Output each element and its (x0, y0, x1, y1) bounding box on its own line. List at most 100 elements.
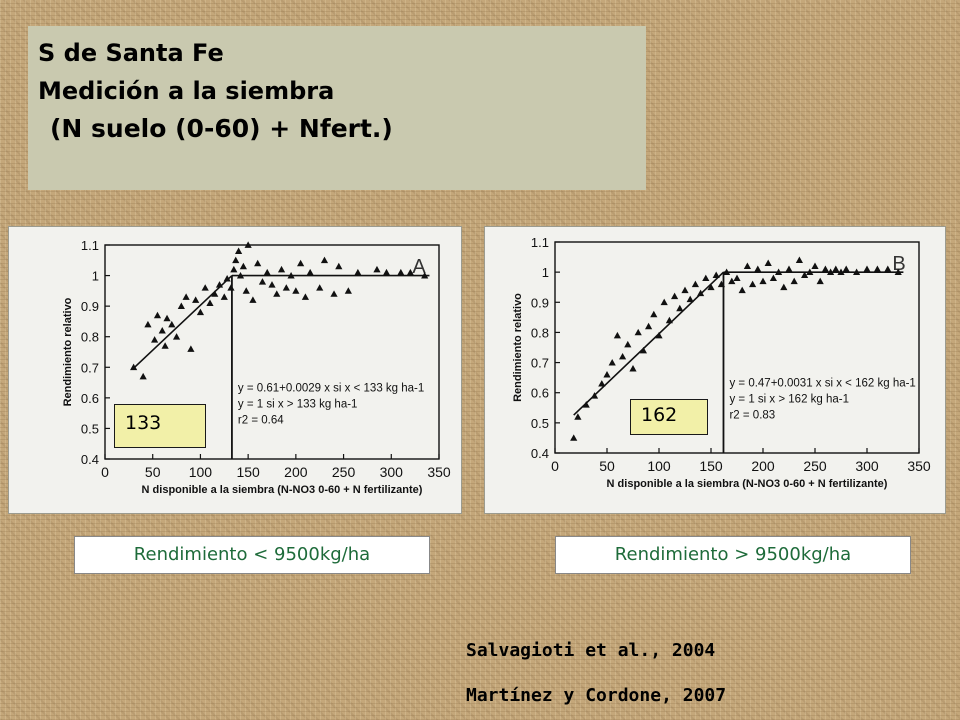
data-point (769, 274, 777, 282)
x-tick-label: 200 (751, 458, 775, 474)
data-point (717, 280, 725, 288)
x-tick-label: 350 (907, 458, 931, 474)
data-point (613, 331, 621, 339)
data-point (161, 342, 169, 349)
data-point (785, 265, 793, 273)
citation-salvagioti: Salvagioti et al., 2004 (466, 640, 716, 661)
data-point (655, 331, 663, 339)
data-point (354, 268, 362, 276)
y-tick-label: 1.1 (81, 238, 99, 253)
data-point (268, 281, 276, 288)
data-point (230, 265, 238, 273)
data-point (130, 363, 138, 371)
data-point (671, 292, 679, 300)
data-point (215, 281, 224, 288)
data-point (686, 295, 694, 303)
data-point (780, 283, 788, 291)
data-point (382, 268, 391, 276)
plot-frame (554, 241, 920, 454)
data-point (801, 271, 809, 279)
data-point (242, 287, 250, 294)
data-point (220, 293, 228, 300)
data-point (681, 286, 689, 294)
y-axis-label: Rendimiento relativo (512, 293, 524, 402)
data-point (570, 434, 578, 441)
equation-line: r2 = 0.83 (729, 410, 775, 422)
data-point (227, 284, 235, 291)
chart-panel-b: 0.4 0.5 0.6 0.7 0.8 0.9 1 1.1 0 50 100 150 200 250 300… (484, 226, 946, 514)
panel-letter: B (892, 253, 905, 275)
data-point (163, 314, 171, 322)
data-point (743, 262, 751, 269)
data-point (702, 274, 710, 282)
data-point (139, 372, 147, 380)
data-point (144, 320, 152, 328)
data-point (624, 340, 632, 348)
data-point (373, 265, 381, 273)
x-tick-label: 250 (332, 464, 356, 480)
data-point (608, 358, 616, 366)
y-tick-label: 0.9 (531, 295, 549, 310)
data-point (639, 346, 647, 354)
data-point (749, 280, 757, 288)
data-point (153, 311, 162, 319)
data-point (590, 392, 599, 399)
data-point (273, 290, 281, 297)
y-tick-label: 0.6 (531, 386, 549, 401)
data-point (603, 371, 611, 378)
data-point (406, 268, 414, 276)
yield-label-low: Rendimiento < 9500kg/ha (74, 536, 430, 574)
data-point (873, 265, 881, 273)
data-point (832, 265, 840, 273)
data-point (236, 271, 245, 279)
data-point (254, 259, 262, 267)
y-tick-label: 0.5 (531, 416, 549, 431)
data-point (177, 302, 185, 310)
data-point (301, 293, 309, 300)
x-tick-label: 150 (699, 458, 723, 474)
chart-panel-a: 0.4 0.5 0.6 0.7 0.8 0.9 1 1.1 0 50 100 150 200 250 300… (8, 226, 462, 514)
data-point (759, 277, 767, 285)
x-tick-label: 300 (855, 458, 879, 474)
data-point (192, 296, 200, 303)
data-point (330, 290, 338, 297)
data-point (665, 316, 673, 324)
threshold-label-b: 162 (630, 399, 708, 435)
data-point (660, 298, 668, 306)
y-tick-label: 0.6 (81, 391, 99, 406)
data-point (650, 310, 658, 318)
yield-label-high: Rendimiento > 9500kg/ha (555, 536, 911, 574)
data-point (707, 283, 715, 291)
data-point (806, 268, 814, 276)
y-tick-label: 0.4 (81, 452, 99, 467)
data-point (842, 265, 850, 273)
data-point (223, 275, 231, 282)
data-point (574, 413, 582, 420)
y-tick-label: 0.7 (81, 360, 99, 375)
data-point (282, 284, 290, 291)
panel-letter: A (412, 256, 426, 278)
x-tick-label: 100 (647, 458, 671, 474)
y-tick-label: 1 (92, 269, 99, 284)
title-box: S de Santa Fe Medición a la siembra (N s… (28, 26, 646, 190)
data-point (344, 287, 352, 294)
citation-martinez: Martínez y Cordone, 2007 (466, 685, 727, 706)
data-point (287, 271, 295, 279)
data-point (244, 241, 252, 248)
data-point (211, 290, 219, 297)
data-point (292, 287, 300, 294)
data-point (168, 320, 176, 328)
data-point (894, 268, 902, 276)
data-point (884, 265, 892, 273)
y-tick-label: 0.4 (531, 446, 549, 461)
y-axis-label: Rendimiento relativo (62, 297, 74, 406)
data-point (182, 293, 190, 300)
threshold-label-a: 133 (114, 404, 206, 448)
chart-b-svg: 0.4 0.5 0.6 0.7 0.8 0.9 1 1.1 0 50 100 150 200 250 300… (512, 235, 931, 490)
x-tick-label: 50 (145, 464, 161, 480)
title-line-3: (N suelo (0-60) + Nfert.) (50, 114, 393, 143)
data-point (827, 268, 835, 276)
data-point (712, 271, 720, 279)
data-point (676, 304, 684, 312)
data-point (816, 277, 824, 285)
